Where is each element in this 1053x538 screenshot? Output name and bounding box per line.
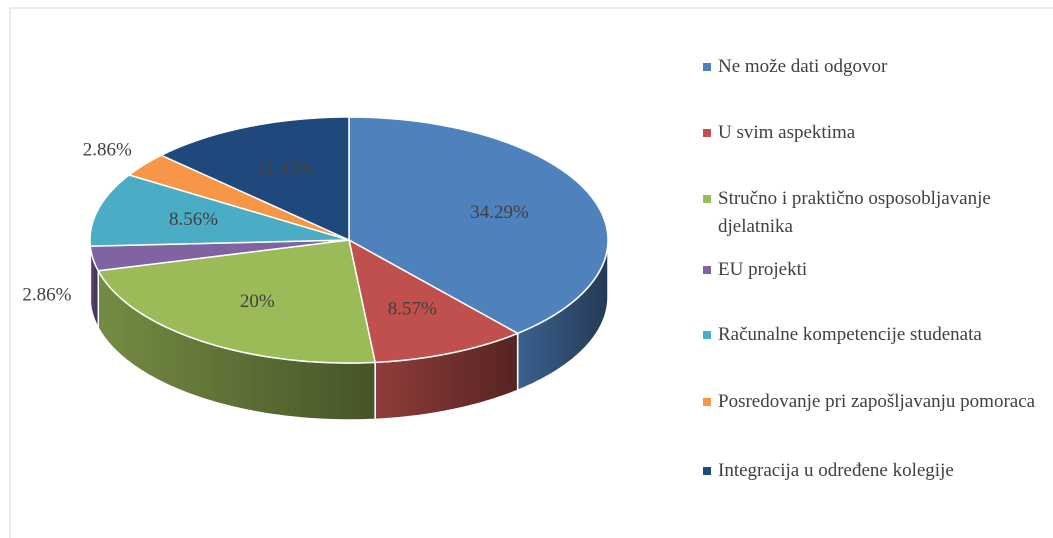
pie-slice — [347, 238, 520, 364]
legend-swatch — [703, 266, 711, 274]
frame — [9, 7, 1053, 538]
legend-label: Posredovanje pri zapošljavanju pomoraca — [718, 391, 1036, 412]
data-label: 2.86% — [83, 140, 132, 161]
legend-label: Ne može dati odgovor — [718, 56, 888, 77]
legend-item: U svim aspektima — [703, 119, 1048, 147]
pie-sides — [89, 239, 609, 421]
legend-item: Ne može dati odgovor — [703, 53, 1048, 81]
data-label: 20% — [240, 291, 275, 312]
legend-item: Računalne kompetencije studenata — [703, 321, 1048, 349]
pie-slice — [89, 174, 350, 247]
pie-slice — [97, 239, 377, 364]
legend-swatch — [703, 331, 711, 339]
data-label: 8.56% — [169, 209, 218, 230]
legend-swatch — [703, 129, 711, 137]
pie-slice — [89, 239, 350, 272]
legend-item: Integracija u određene kolegije — [703, 457, 1048, 485]
legend-label: EU projekti — [718, 259, 808, 280]
data-label: 2.86% — [22, 284, 71, 305]
legend-swatch — [703, 195, 711, 203]
legend-label: Stručno i praktično osposobljavanje djel… — [718, 188, 991, 237]
legend-item: Stručno i praktično osposobljavanje djel… — [703, 185, 1048, 241]
legend-label: U svim aspektima — [718, 122, 856, 143]
pie-slice — [159, 116, 350, 242]
pie-slice — [348, 116, 609, 335]
legend-item: Posredovanje pri zapošljavanju pomoraca — [703, 388, 1048, 416]
data-label: 11.43% — [257, 158, 315, 179]
data-label: 34.29% — [470, 202, 529, 223]
pie-slice — [127, 154, 350, 241]
legend-label: Računalne kompetencije studenata — [718, 324, 982, 345]
legend-swatch — [703, 398, 711, 406]
legend-label: Integracija u određene kolegije — [718, 460, 954, 481]
legend-swatch — [703, 63, 711, 71]
legend-swatch — [703, 467, 711, 475]
legend-item: EU projekti — [703, 256, 1048, 284]
data-label: 8.57% — [388, 298, 437, 319]
